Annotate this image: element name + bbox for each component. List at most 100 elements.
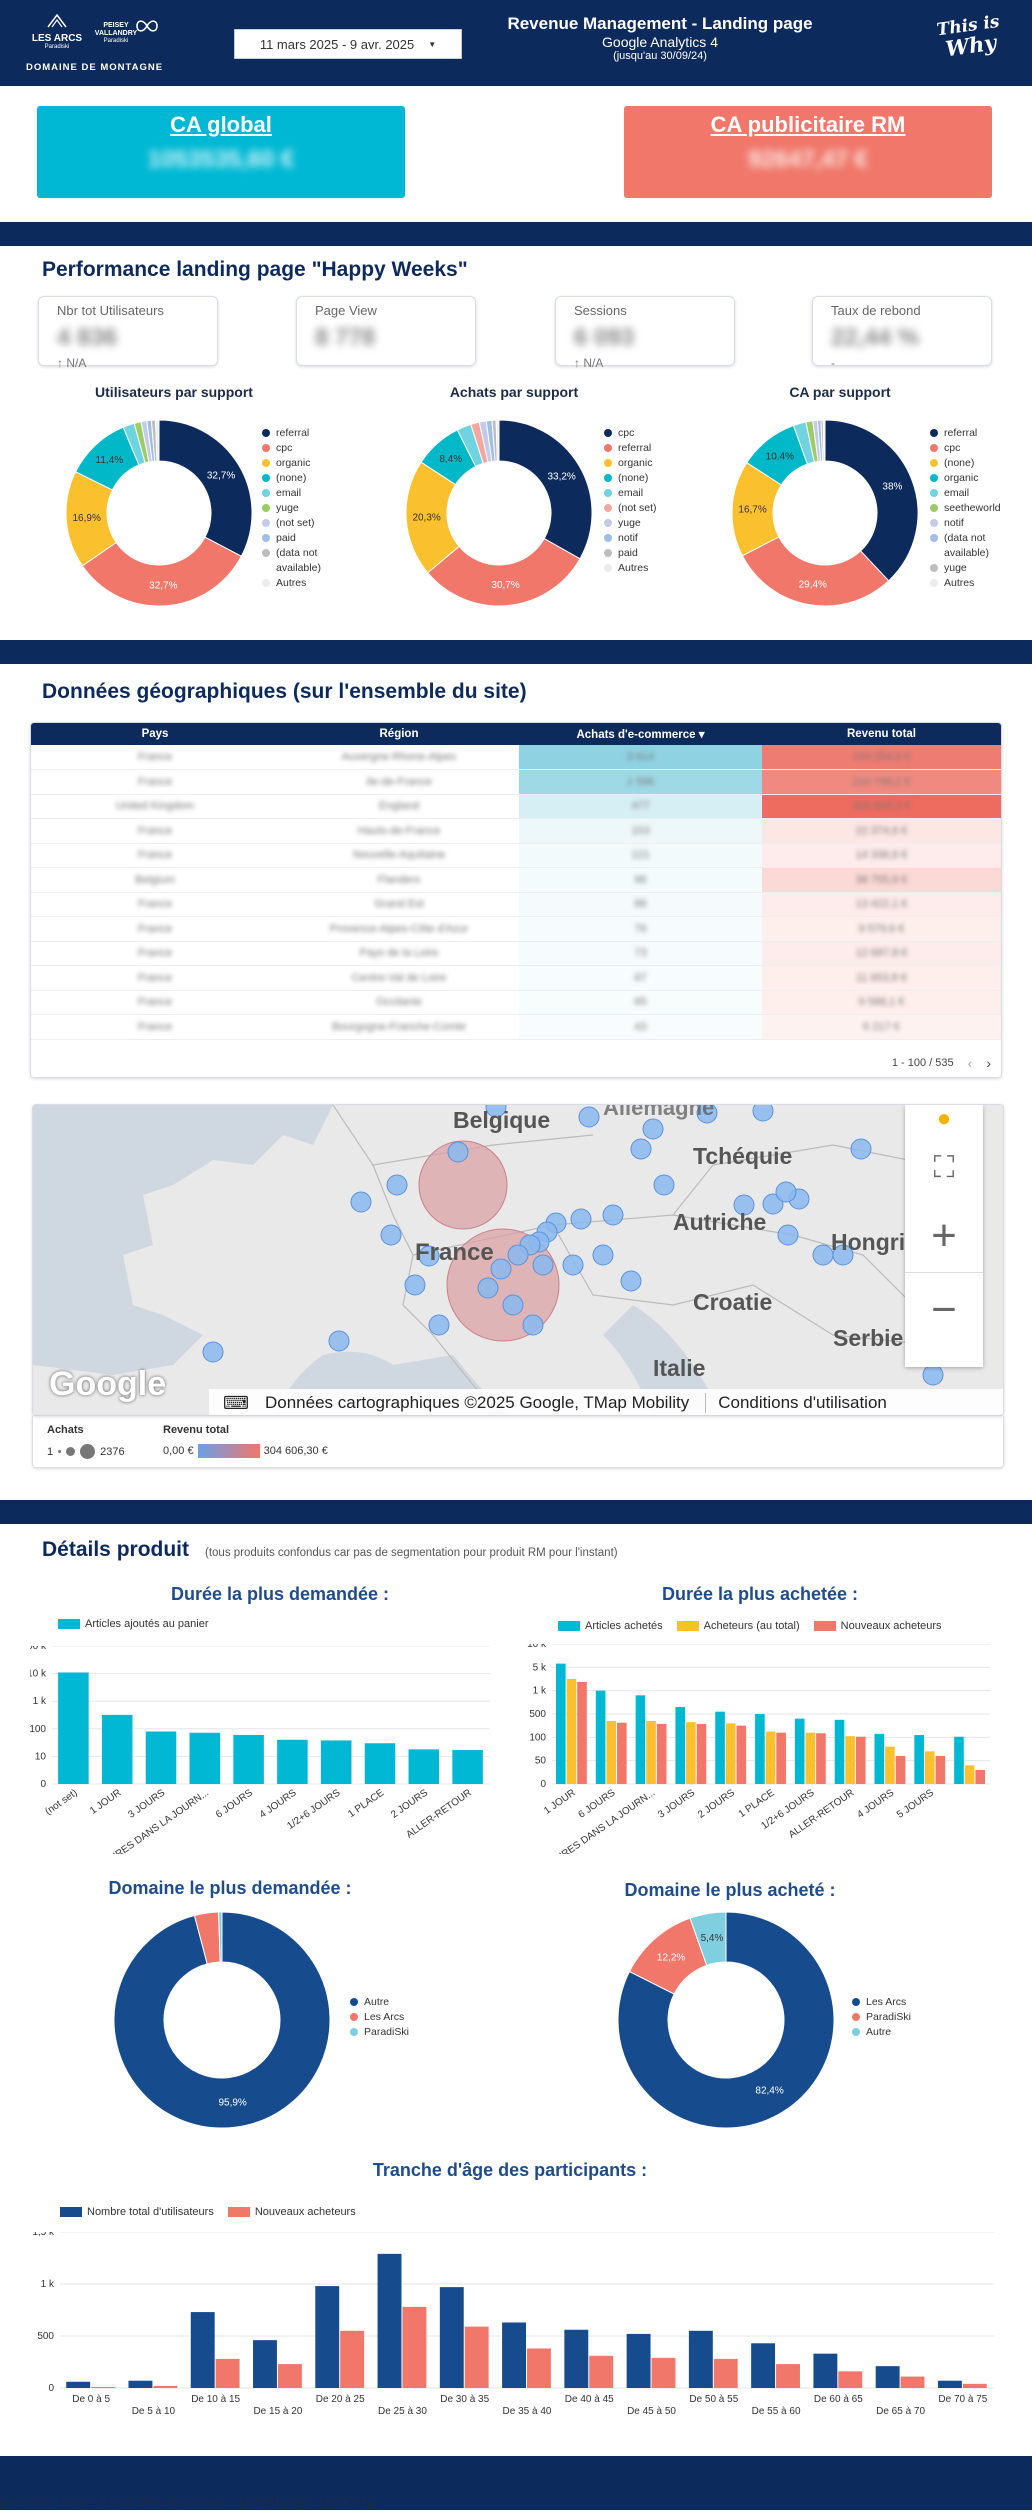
keyboard-icon[interactable]: ⌨ — [223, 1392, 249, 1413]
legend-item[interactable]: referral — [262, 426, 352, 441]
bar[interactable] — [617, 1722, 627, 1784]
bar[interactable] — [439, 2287, 464, 2388]
bar[interactable] — [813, 2353, 838, 2388]
map-bubble[interactable] — [380, 1224, 402, 1246]
legend-item[interactable]: yuge — [262, 501, 352, 516]
legend-item[interactable]: Nouveaux acheteurs — [813, 1620, 942, 1632]
table-row[interactable]: Belgium Flanders 96 38 755,9 € — [31, 867, 1001, 893]
legend-item[interactable]: Articles achetés — [558, 1620, 663, 1632]
bar[interactable] — [875, 2366, 900, 2388]
table-row[interactable]: France Pays de la Loire 73 12 687,8 € — [31, 941, 1001, 966]
table-row[interactable]: France Occitanie 65 9 588,1 € — [31, 990, 1001, 1015]
bar[interactable] — [364, 1743, 396, 1784]
table-row[interactable]: France Hauts-de-France 153 22 374,6 € — [31, 818, 1001, 844]
table-row[interactable]: France Provence-Alpes-Côte d'Azur 76 9 579,… — [31, 916, 1001, 942]
bar[interactable] — [566, 1679, 577, 1784]
prev-page-icon[interactable]: ‹ — [967, 1055, 973, 1071]
legend-item[interactable]: Autres — [930, 576, 1020, 591]
bar[interactable] — [834, 1719, 845, 1784]
bar[interactable] — [101, 1714, 133, 1784]
donut-chart[interactable]: 33,2% 30,7% 20,3% 8,4% — [404, 418, 594, 608]
map-bubble[interactable] — [532, 1254, 554, 1276]
bar[interactable] — [895, 1756, 906, 1784]
bar[interactable] — [527, 2348, 551, 2388]
map-bubble[interactable] — [428, 1314, 450, 1336]
map-bubble[interactable] — [202, 1341, 224, 1363]
legend-item[interactable]: organic — [604, 456, 694, 471]
donut-slice[interactable] — [617, 1911, 835, 2129]
bar[interactable] — [725, 1723, 736, 1784]
donut-slice[interactable] — [158, 419, 253, 557]
bar[interactable] — [964, 1765, 975, 1784]
donut-chart[interactable]: 82,4% 12,2% 5,4% — [616, 1910, 836, 2130]
legend-item[interactable]: (none) — [262, 471, 352, 486]
table-row[interactable]: France Nouvelle-Aquitaine 121 14 336,6 € — [31, 843, 1001, 868]
legend-item[interactable]: email — [604, 486, 694, 501]
bar[interactable] — [874, 1733, 885, 1784]
legend-item[interactable]: (none) — [930, 456, 1020, 471]
bar[interactable] — [66, 2381, 91, 2388]
donut-slice[interactable] — [81, 536, 243, 607]
legend-item[interactable]: Nouveaux acheteurs — [227, 2206, 356, 2218]
bar[interactable] — [736, 1725, 747, 1784]
legend-item[interactable]: referral — [604, 441, 694, 456]
bar[interactable] — [816, 1733, 826, 1784]
map-bubble[interactable] — [592, 1244, 614, 1266]
bar[interactable] — [145, 1731, 177, 1784]
table-row[interactable]: France Auvergne-Rhone-Alpes 3 614 143 254,6… — [31, 745, 1001, 770]
bar[interactable] — [776, 1732, 786, 1784]
bar[interactable] — [776, 2364, 800, 2388]
bar[interactable] — [755, 1714, 765, 1784]
map-bubble[interactable] — [418, 1140, 508, 1230]
map-bubble[interactable] — [485, 1105, 507, 1118]
legend-item[interactable]: Autres — [262, 576, 352, 591]
legend-item[interactable]: yuge — [604, 516, 694, 531]
legend-item[interactable]: Les Arcs — [852, 1995, 942, 2010]
bar[interactable] — [688, 2330, 713, 2388]
bar[interactable] — [277, 1739, 308, 1784]
legend-item[interactable]: Autres — [604, 561, 694, 576]
map-bubble[interactable] — [502, 1294, 524, 1316]
map-bubble[interactable] — [775, 1181, 797, 1203]
bar[interactable] — [751, 2343, 776, 2388]
bar[interactable] — [845, 1736, 855, 1784]
map-bubble[interactable] — [832, 1244, 854, 1266]
bar[interactable] — [713, 2358, 738, 2388]
map-bubble[interactable] — [653, 1174, 675, 1196]
bar[interactable] — [626, 2333, 651, 2388]
donut-slice[interactable] — [495, 419, 500, 462]
bar[interactable] — [408, 1749, 440, 1784]
legend-item[interactable]: Autre — [852, 2025, 942, 2040]
bar[interactable] — [58, 1672, 89, 1784]
bar[interactable] — [885, 1746, 895, 1784]
bar[interactable] — [502, 2322, 526, 2388]
map-bubble[interactable] — [447, 1141, 469, 1163]
map-bubble[interactable] — [490, 1258, 512, 1280]
bar[interactable] — [128, 2380, 153, 2388]
bar[interactable] — [937, 2380, 962, 2388]
legend-item[interactable]: ParadiSki — [852, 2010, 942, 2025]
legend-item[interactable]: referral — [930, 426, 1020, 441]
map-bubble[interactable] — [570, 1208, 592, 1230]
donut-slice[interactable] — [824, 419, 919, 582]
table-row[interactable]: United Kingdom England 477 304 606,3 € — [31, 794, 1001, 819]
date-range-picker[interactable]: 11 mars 2025 - 9 avr. 2025 ▼ — [234, 29, 462, 59]
bar[interactable] — [962, 2383, 987, 2388]
map-bubble[interactable] — [777, 1224, 799, 1246]
map-bubble[interactable] — [630, 1138, 652, 1160]
legend-item[interactable]: organic — [930, 471, 1020, 486]
map-bubble[interactable] — [418, 1245, 440, 1267]
donut-slice[interactable] — [689, 1911, 727, 1966]
bar[interactable] — [715, 1711, 725, 1784]
donut-slice[interactable] — [154, 419, 160, 462]
bar[interactable] — [577, 1681, 587, 1784]
legend-item[interactable]: (not set) — [604, 501, 694, 516]
bar[interactable] — [675, 1707, 686, 1784]
donut-slice[interactable] — [113, 1911, 331, 2129]
map-bubble[interactable] — [812, 1244, 834, 1266]
map-bubble[interactable] — [602, 1204, 624, 1226]
map-bubble[interactable] — [620, 1270, 642, 1292]
legend-item[interactable]: Acheteurs (au total) — [676, 1620, 800, 1632]
legend-item[interactable]: email — [930, 486, 1020, 501]
bar[interactable] — [646, 1721, 656, 1784]
